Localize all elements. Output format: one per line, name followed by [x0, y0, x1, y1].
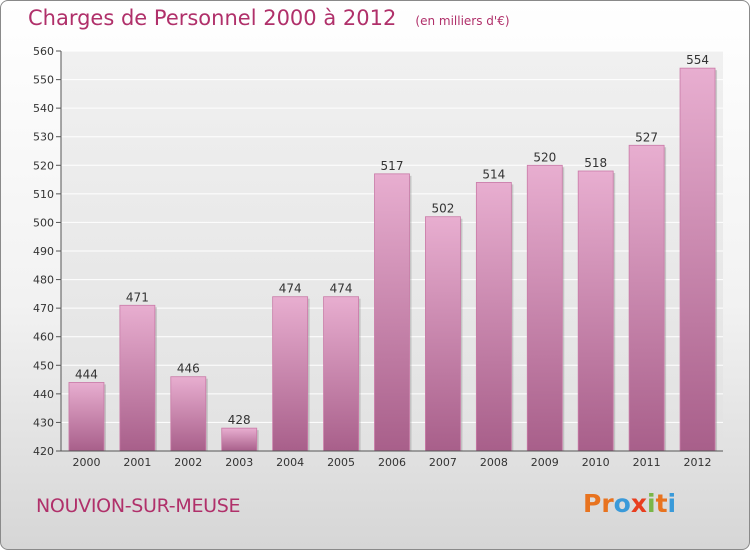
x-tick-label: 2009	[531, 456, 559, 469]
x-tick-label: 2000	[72, 456, 100, 469]
logo-letter: t	[655, 489, 668, 518]
logo-letter: r	[601, 489, 614, 518]
value-label: 517	[381, 159, 404, 173]
value-label: 520	[533, 150, 556, 164]
logo-letter: i	[667, 489, 677, 518]
bar-2005	[323, 296, 359, 452]
bar-2009	[526, 164, 563, 452]
x-tick-label: 2010	[582, 456, 610, 469]
value-label: 446	[177, 362, 200, 376]
bar-2004	[272, 296, 309, 452]
title-text: Charges de Personnel 2000 à 2012	[28, 6, 397, 30]
x-tick-label: 2008	[480, 456, 508, 469]
value-label: 554	[686, 53, 709, 67]
bar-2001	[119, 304, 156, 452]
chart-title: Charges de Personnel 2000 à 2012 (en mil…	[28, 6, 510, 30]
value-labels: 444 471 446 428 474 474 517 502 514 520 518 527 554	[75, 53, 709, 427]
value-label: 428	[228, 413, 251, 427]
x-tick-label: 2011	[633, 456, 661, 469]
x-tick-label: 2002	[174, 456, 202, 469]
logo-letter: o	[613, 489, 631, 518]
y-axis: 420 430 440 450 460 470 480 490 500 510 520 530 540 5…	[33, 45, 62, 458]
bar-2008	[475, 182, 512, 452]
y-tick-label: 450	[33, 359, 54, 372]
y-tick-label: 540	[33, 102, 54, 115]
y-tick-label: 460	[33, 331, 54, 344]
y-tick-label: 440	[33, 388, 54, 401]
bar-2003	[221, 427, 258, 452]
town-name: NOUVION-SUR-MEUSE	[36, 495, 241, 517]
y-tick-label: 470	[33, 302, 54, 315]
y-tick-label: 500	[33, 216, 54, 229]
logo-letter: i	[647, 489, 656, 518]
bar-2006	[374, 173, 410, 452]
y-tick-label: 550	[33, 74, 54, 87]
y-tick-label: 420	[33, 445, 54, 458]
bar-2002	[170, 376, 207, 452]
x-tick-label: 2007	[429, 456, 457, 469]
bar-2010	[577, 170, 614, 452]
x-tick-label: 2001	[123, 456, 151, 469]
bar-2000	[68, 382, 105, 452]
y-tick-label: 490	[33, 245, 54, 258]
value-label: 514	[482, 167, 505, 181]
bars	[68, 67, 718, 452]
y-tick-label: 520	[33, 159, 54, 172]
y-tick-label: 480	[33, 274, 54, 287]
y-tick-label: 530	[33, 131, 54, 144]
logo-letter: P	[583, 489, 602, 518]
logo-letter: x	[630, 489, 647, 518]
x-axis: 2000 2001 2002 2003 2004 2005 2006 2007 2008 2009…	[61, 450, 723, 469]
unit-note: (en milliers d'€)	[415, 14, 510, 28]
value-label: 474	[330, 282, 353, 296]
x-tick-label: 2004	[276, 456, 304, 469]
bar-2007	[425, 216, 461, 452]
value-label: 502	[431, 202, 454, 216]
x-tick-label: 2006	[378, 456, 406, 469]
y-tick-label: 430	[33, 416, 54, 429]
proxiti-logo: Proxiti	[583, 489, 676, 518]
value-label: 474	[279, 282, 302, 296]
y-tick-label: 510	[33, 188, 54, 201]
value-label: 527	[635, 130, 658, 144]
x-tick-label: 2005	[327, 456, 355, 469]
bar-2011	[628, 144, 665, 452]
x-tick-label: 2012	[684, 456, 712, 469]
value-label: 471	[126, 290, 149, 304]
value-label: 518	[584, 156, 607, 170]
y-tick-label: 560	[33, 45, 54, 58]
bar-2012	[679, 67, 716, 452]
x-tick-label: 2003	[225, 456, 253, 469]
value-label: 444	[75, 367, 98, 381]
